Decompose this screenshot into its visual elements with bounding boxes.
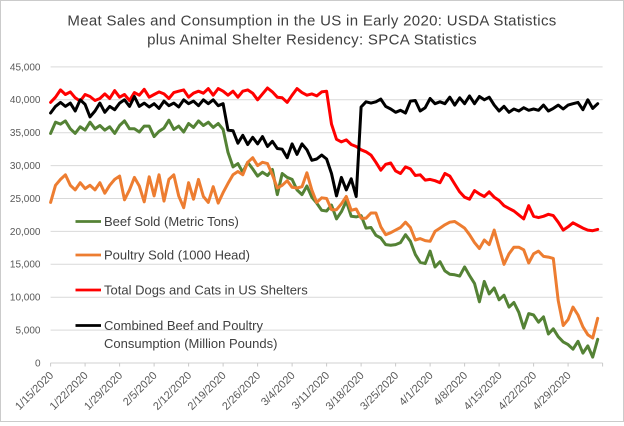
svg-text:Beef Sold (Metric Tons): Beef Sold (Metric Tons)	[104, 214, 239, 229]
svg-text:Meat Sales and Consumption in: Meat Sales and Consumption in the US in …	[67, 13, 556, 30]
svg-text:35,000: 35,000	[10, 128, 41, 139]
svg-text:45,000: 45,000	[10, 62, 41, 73]
svg-text:4/1/2020: 4/1/2020	[397, 370, 436, 409]
svg-text:5,000: 5,000	[15, 326, 40, 337]
svg-text:10,000: 10,000	[10, 293, 41, 304]
svg-text:30,000: 30,000	[10, 161, 41, 172]
svg-text:Poultry Sold (1000 Head): Poultry Sold (1000 Head)	[104, 247, 250, 262]
svg-text:20,000: 20,000	[10, 227, 41, 238]
svg-text:40,000: 40,000	[10, 95, 41, 106]
svg-text:plus Animal Shelter Residency:: plus Animal Shelter Residency: SPCA Stat…	[147, 32, 477, 49]
svg-text:25,000: 25,000	[10, 194, 41, 205]
svg-text:Combined Beef and Poultry: Combined Beef and Poultry	[104, 318, 263, 333]
svg-text:Total Dogs and Cats in US Shel: Total Dogs and Cats in US Shelters	[104, 282, 308, 297]
svg-text:15,000: 15,000	[10, 260, 41, 271]
svg-text:0: 0	[35, 358, 41, 369]
svg-text:Consumption (Million Pounds): Consumption (Million Pounds)	[104, 336, 277, 351]
